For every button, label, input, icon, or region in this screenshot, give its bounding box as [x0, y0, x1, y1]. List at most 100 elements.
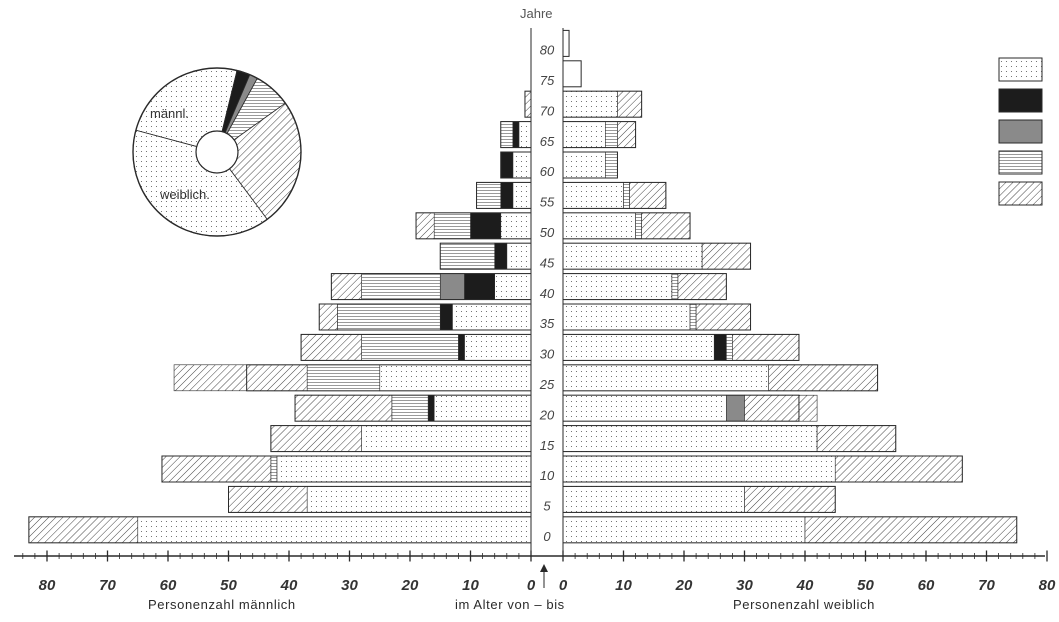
- bar-female-10-14-dotted: [562, 455, 836, 483]
- bar-female-30-34-horizontal-lines: [726, 334, 733, 361]
- age-tick-label: 55: [540, 195, 555, 210]
- bar-female-65-69-diagonal-hatch: [617, 121, 636, 148]
- age-tick-label: 50: [540, 225, 555, 240]
- bar-female-5-9-dotted: [562, 486, 745, 513]
- bar-male-35-39-black: [439, 303, 453, 331]
- bar-male-45-49-horizontal-lines: [439, 242, 496, 270]
- age-tick-label: 45: [540, 255, 555, 270]
- bar-female-40-44-diagonal-hatch: [677, 273, 727, 300]
- bar-male-50-54-black: [470, 212, 502, 240]
- bar-female-40-44-horizontal-lines: [671, 273, 679, 300]
- x-tick-label-female: 60: [918, 577, 935, 594]
- bar-female-55-59-dotted: [562, 182, 624, 209]
- bar-female-10-14-diagonal-hatch: [834, 455, 963, 483]
- bar-male-35-39-diagonal-hatch: [318, 303, 338, 331]
- x-tick-label-male: 0: [527, 577, 536, 594]
- bar-female-15-19-dotted: [562, 425, 818, 452]
- x-tick-label-male: 20: [401, 577, 419, 594]
- bar-female-0-4-diagonal-hatch: [804, 516, 1018, 544]
- x-tick-label-female: 40: [796, 577, 814, 594]
- age-tick-label: 15: [540, 438, 555, 453]
- x-tick-label-female: 80: [1039, 577, 1056, 594]
- legend-swatch-gray: [998, 119, 1043, 144]
- bar-female-30-34-black: [713, 334, 727, 361]
- bar-female-20-24-gray: [726, 394, 745, 422]
- bar-female-outline-75-79: [562, 60, 582, 88]
- age-tick-label: 35: [540, 316, 555, 331]
- x-tick-label-male: 10: [462, 577, 479, 594]
- pie-label-male: männl.: [150, 106, 190, 121]
- bar-female-70-74-diagonal-hatch: [617, 90, 642, 118]
- bar-male-10-14-dotted: [276, 455, 532, 483]
- bar-male-35-39-dotted: [452, 303, 532, 331]
- bar-female-65-69-dotted: [562, 121, 606, 148]
- bar-male-20-24-diagonal-hatch: [294, 394, 393, 422]
- bar-male-50-54-diagonal-hatch: [415, 212, 435, 240]
- x-tick-label-female: 10: [615, 577, 632, 594]
- x-axis-label-age: im Alter von – bis: [455, 597, 565, 612]
- bar-male-15-19-diagonal-hatch: [270, 425, 362, 452]
- x-tick-label-female: 0: [559, 577, 568, 594]
- bar-male-55-59-dotted: [512, 182, 532, 209]
- bar-female-outline-80-84: [562, 29, 570, 57]
- age-tick-label: 30: [540, 347, 555, 362]
- bar-female-35-39-dotted: [562, 303, 691, 331]
- bar-male-10-14-horizontal-lines: [270, 455, 278, 483]
- bar-male-25-29-dotted: [379, 364, 532, 392]
- age-tick-label: 60: [540, 164, 555, 179]
- bar-male-60-64-black: [500, 151, 514, 179]
- bar-male-70-74-diagonal-hatch: [524, 90, 532, 118]
- age-tick-label: 10: [540, 468, 555, 483]
- bar-female-50-54-dotted: [562, 212, 636, 240]
- legend-swatch-dotted: [998, 57, 1043, 82]
- bar-male-25-29-diagonal-hatch: [173, 364, 308, 392]
- age-tick-label: 65: [540, 134, 555, 149]
- x-tick-label-male: 60: [160, 577, 177, 594]
- x-tick-label-male: 30: [341, 577, 358, 594]
- bar-male-60-64-dotted: [512, 151, 532, 179]
- bar-female-40-44-dotted: [562, 273, 673, 300]
- bar-male-40-44-diagonal-hatch: [331, 273, 362, 300]
- bar-male-15-19-dotted: [361, 425, 532, 452]
- age-tick-label: 25: [539, 377, 555, 392]
- age-tick-label: 40: [540, 286, 555, 301]
- legend-swatch-horizontal-lines: [998, 150, 1043, 175]
- bar-female-50-54-diagonal-hatch: [641, 212, 691, 240]
- x-tick-label-female: 50: [857, 577, 874, 594]
- x-axis-label-female: Personenzahl weiblich: [733, 597, 875, 612]
- bar-female-0-4-dotted: [562, 516, 806, 544]
- bar-female-25-29-dotted: [562, 364, 769, 392]
- bar-female-50-54-horizontal-lines: [635, 212, 642, 240]
- bar-male-30-34-diagonal-hatch: [300, 334, 362, 361]
- x-tick-label-male: 70: [99, 577, 116, 594]
- bar-male-40-44-black: [464, 273, 496, 300]
- bar-female-55-59-diagonal-hatch: [629, 182, 667, 209]
- bar-male-30-34-horizontal-lines: [361, 334, 459, 361]
- bar-male-35-39-horizontal-lines: [337, 303, 441, 331]
- bar-male-65-69-horizontal-lines: [500, 121, 514, 148]
- x-tick-label-male: 40: [280, 577, 298, 594]
- bar-female-70-74-dotted: [562, 90, 618, 118]
- pie-label-female: weiblich.: [160, 187, 210, 202]
- bar-female-45-49-dotted: [562, 242, 703, 270]
- bar-male-20-24-dotted: [433, 394, 532, 422]
- bar-male-50-54-horizontal-lines: [433, 212, 471, 240]
- bar-female-60-64-horizontal-lines: [605, 151, 618, 179]
- bar-female-60-64-dotted: [562, 151, 606, 179]
- bar-male-20-24-horizontal-lines: [391, 394, 429, 422]
- x-tick-label-male: 80: [39, 577, 56, 594]
- bar-female-30-34-dotted: [562, 334, 715, 361]
- bar-female-20-24-dotted: [562, 394, 727, 422]
- bar-female-25-29-diagonal-hatch: [768, 364, 878, 392]
- bar-female-30-34-diagonal-hatch: [732, 334, 800, 361]
- age-tick-label: 75: [540, 73, 555, 88]
- bar-male-65-69-black: [512, 121, 520, 148]
- bar-male-40-44-dotted: [494, 273, 532, 300]
- age-tick-label: 5: [543, 499, 551, 514]
- bar-male-0-4-diagonal-hatch: [28, 516, 139, 544]
- bar-female-5-9-diagonal-hatch: [744, 486, 836, 513]
- pie-outline: [132, 67, 302, 237]
- bar-female-35-39-diagonal-hatch: [695, 303, 751, 331]
- age-tick-label: 80: [540, 43, 555, 58]
